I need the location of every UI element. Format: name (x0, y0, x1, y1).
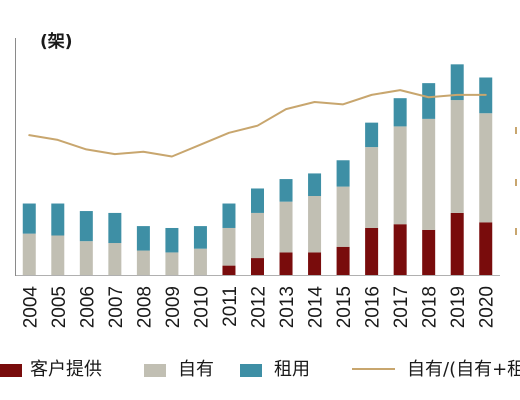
bar-customer-provided-2016 (365, 227, 379, 275)
bar-owned-2012 (251, 212, 264, 259)
bar-owned-2018 (422, 118, 436, 230)
bar-customer-provided-2020 (479, 222, 493, 275)
bar-leased-2006 (79, 211, 93, 242)
stacked-bar-line-chart: 2004 2005 2006 2007 2008 2009 2010 2011 2012 2013… (15, 38, 517, 329)
bar-customer-provided-2015 (336, 246, 350, 275)
bar-owned-2011 (222, 227, 236, 266)
x-tick-label-2018: 2018 (420, 286, 441, 328)
bar-leased-2013 (279, 179, 293, 202)
bar-leased-2008 (136, 226, 150, 251)
line-owned-ratio (28, 89, 487, 158)
x-tick-label-2011: 2011 (220, 286, 241, 327)
x-tick-label-2015: 2015 (334, 286, 355, 328)
x-tick-label-2007: 2007 (106, 286, 127, 328)
legend-line-owned-ratio (352, 368, 395, 370)
right-axis-label-fragment (515, 127, 517, 134)
bar-leased-2014 (308, 173, 322, 196)
bar-leased-2012 (251, 188, 264, 213)
x-tick-label-2012: 2012 (249, 286, 270, 328)
bar-customer-provided-2011 (222, 265, 236, 275)
x-tick-labels: 2004 2005 2006 2007 2008 2009 2010 2011 2012 2013… (20, 286, 497, 329)
legend-item-owned-ratio: 自有/(自有+租 (352, 358, 520, 384)
bar-leased-2019 (450, 64, 464, 101)
legend-swatch-leased (240, 364, 262, 377)
right-axis-label-fragment (515, 228, 517, 235)
bar-leased-2004 (22, 203, 36, 234)
bar-owned-2007 (108, 243, 122, 275)
bar-owned-2020 (479, 113, 493, 223)
x-tick-label-2019: 2019 (448, 286, 469, 328)
bar-owned-2006 (79, 241, 93, 275)
right-axis-label-fragments (515, 127, 517, 235)
x-tick-label-2004: 2004 (20, 286, 41, 329)
x-tick-label-2017: 2017 (391, 286, 412, 328)
bar-owned-2009 (165, 252, 179, 275)
bar-leased-2007 (108, 212, 122, 244)
bar-leased-2010 (193, 226, 207, 249)
legend-swatch-owned (144, 364, 166, 377)
x-tick-label-2010: 2010 (191, 286, 212, 328)
bar-owned-2005 (51, 235, 65, 275)
x-tick-label-2009: 2009 (163, 286, 184, 328)
legend-label-leased: 租用 (274, 359, 310, 380)
chart-marks (22, 64, 493, 275)
bar-owned-2010 (193, 248, 207, 275)
bar-owned-2019 (450, 100, 464, 213)
bar-leased-2017 (393, 98, 407, 127)
x-tick-label-2005: 2005 (49, 286, 70, 328)
legend: 客户提供 自有 租用 自有/(自有+租 (0, 358, 520, 384)
bar-customer-provided-2019 (450, 212, 464, 275)
bar-customer-provided-2012 (251, 258, 264, 275)
bar-customer-provided-2013 (279, 252, 293, 275)
x-tick-label-2008: 2008 (134, 286, 155, 328)
bar-customer-provided-2014 (308, 252, 322, 275)
legend-label-owned: 自有 (178, 359, 214, 380)
bar-owned-2015 (336, 186, 350, 247)
legend-item-owned: 自有 (144, 358, 234, 384)
bar-leased-2009 (165, 227, 179, 253)
x-tick-label-2014: 2014 (306, 286, 327, 329)
bar-customer-provided-2018 (422, 229, 436, 275)
legend-item-leased: 租用 (240, 358, 340, 384)
legend-label-customer-provided: 客户提供 (30, 359, 102, 380)
legend-label-owned-ratio: 自有/(自有+租 (407, 359, 520, 380)
legend-item-customer-provided: 客户提供 (0, 358, 130, 384)
bar-owned-2016 (365, 147, 379, 228)
x-tick-label-2020: 2020 (477, 286, 498, 328)
x-tick-label-2006: 2006 (77, 286, 98, 328)
y-axis-unit-label: (架) (40, 32, 73, 52)
bar-leased-2011 (222, 203, 236, 228)
bar-customer-provided-2017 (393, 224, 407, 275)
bar-leased-2015 (336, 160, 350, 187)
right-axis-label-fragment (515, 179, 517, 186)
bar-owned-2014 (308, 196, 322, 253)
bar-owned-2008 (136, 250, 150, 275)
bar-leased-2005 (51, 203, 65, 236)
bar-leased-2018 (422, 83, 436, 119)
x-tick-label-2013: 2013 (277, 286, 298, 328)
bar-leased-2016 (365, 122, 379, 148)
bar-owned-2013 (279, 201, 293, 253)
bar-owned-2017 (393, 126, 407, 225)
bar-owned-2004 (22, 233, 36, 275)
legend-swatch-customer-provided (0, 364, 22, 377)
x-tick-label-2016: 2016 (363, 286, 384, 328)
